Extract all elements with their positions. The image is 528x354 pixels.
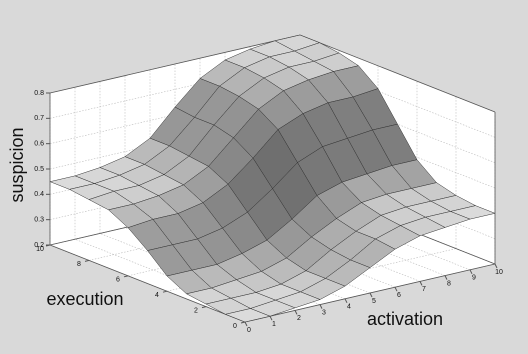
y-tick-label: 6 [116, 277, 120, 284]
x-tick [244, 321, 248, 327]
z-tick-label: 0.7 [34, 115, 44, 122]
box-edge [49, 244, 246, 323]
z-tick-label: 0.6 [34, 141, 44, 148]
x-tick [469, 269, 473, 275]
box-edge [49, 34, 301, 94]
x-tick-label: 1 [272, 321, 276, 328]
x-tick [494, 263, 498, 269]
y-tick [123, 275, 129, 278]
y-tick-label: 2 [194, 307, 198, 314]
surface-patch [224, 308, 271, 323]
x-axis-label: activation [367, 309, 443, 329]
z-tick-label: 0.5 [34, 166, 44, 173]
x-tick-label: 5 [372, 298, 376, 305]
x-tick [419, 281, 423, 286]
z-tick-label: 0.8 [34, 90, 44, 97]
x-tick-label: 2 [297, 315, 301, 322]
grid-line [74, 238, 271, 317]
x-tick [444, 275, 448, 280]
y-tick-label: 0 [233, 323, 237, 330]
x-tick [369, 292, 373, 298]
x-tick-label: 3 [322, 309, 326, 316]
z-tick-label: 0.3 [34, 217, 44, 224]
x-tick [319, 304, 323, 309]
x-tick-label: 0 [247, 327, 251, 334]
x-tick-label: 9 [472, 275, 476, 282]
y-tick-label: 10 [36, 246, 44, 253]
z-axis-label: suspicion [7, 127, 27, 202]
x-tick-label: 4 [347, 304, 351, 311]
x-tick [394, 286, 398, 292]
labels: suspicion execution activation 0 1 2 3 4 5 6 7 8… [7, 90, 503, 334]
y-tick [201, 306, 207, 309]
x-tick-label: 8 [447, 280, 451, 287]
y-tick [162, 290, 168, 293]
y-tick [84, 259, 90, 262]
x-tick [294, 310, 298, 315]
y-tick-label: 8 [77, 261, 81, 268]
y-tick [240, 321, 246, 324]
box-edge [299, 34, 496, 113]
x-tick [269, 315, 273, 321]
x-tick-label: 10 [495, 269, 503, 276]
z-tick-label: 0.2 [34, 242, 44, 249]
y-axis-label: execution [46, 289, 123, 309]
x-tick [344, 298, 348, 304]
z-tick-label: 0.4 [34, 191, 44, 198]
x-tick-label: 6 [397, 292, 401, 299]
surface [49, 34, 496, 323]
y-tick-label: 4 [155, 292, 159, 299]
grid-line [99, 233, 296, 311]
x-tick-label: 7 [422, 286, 426, 293]
